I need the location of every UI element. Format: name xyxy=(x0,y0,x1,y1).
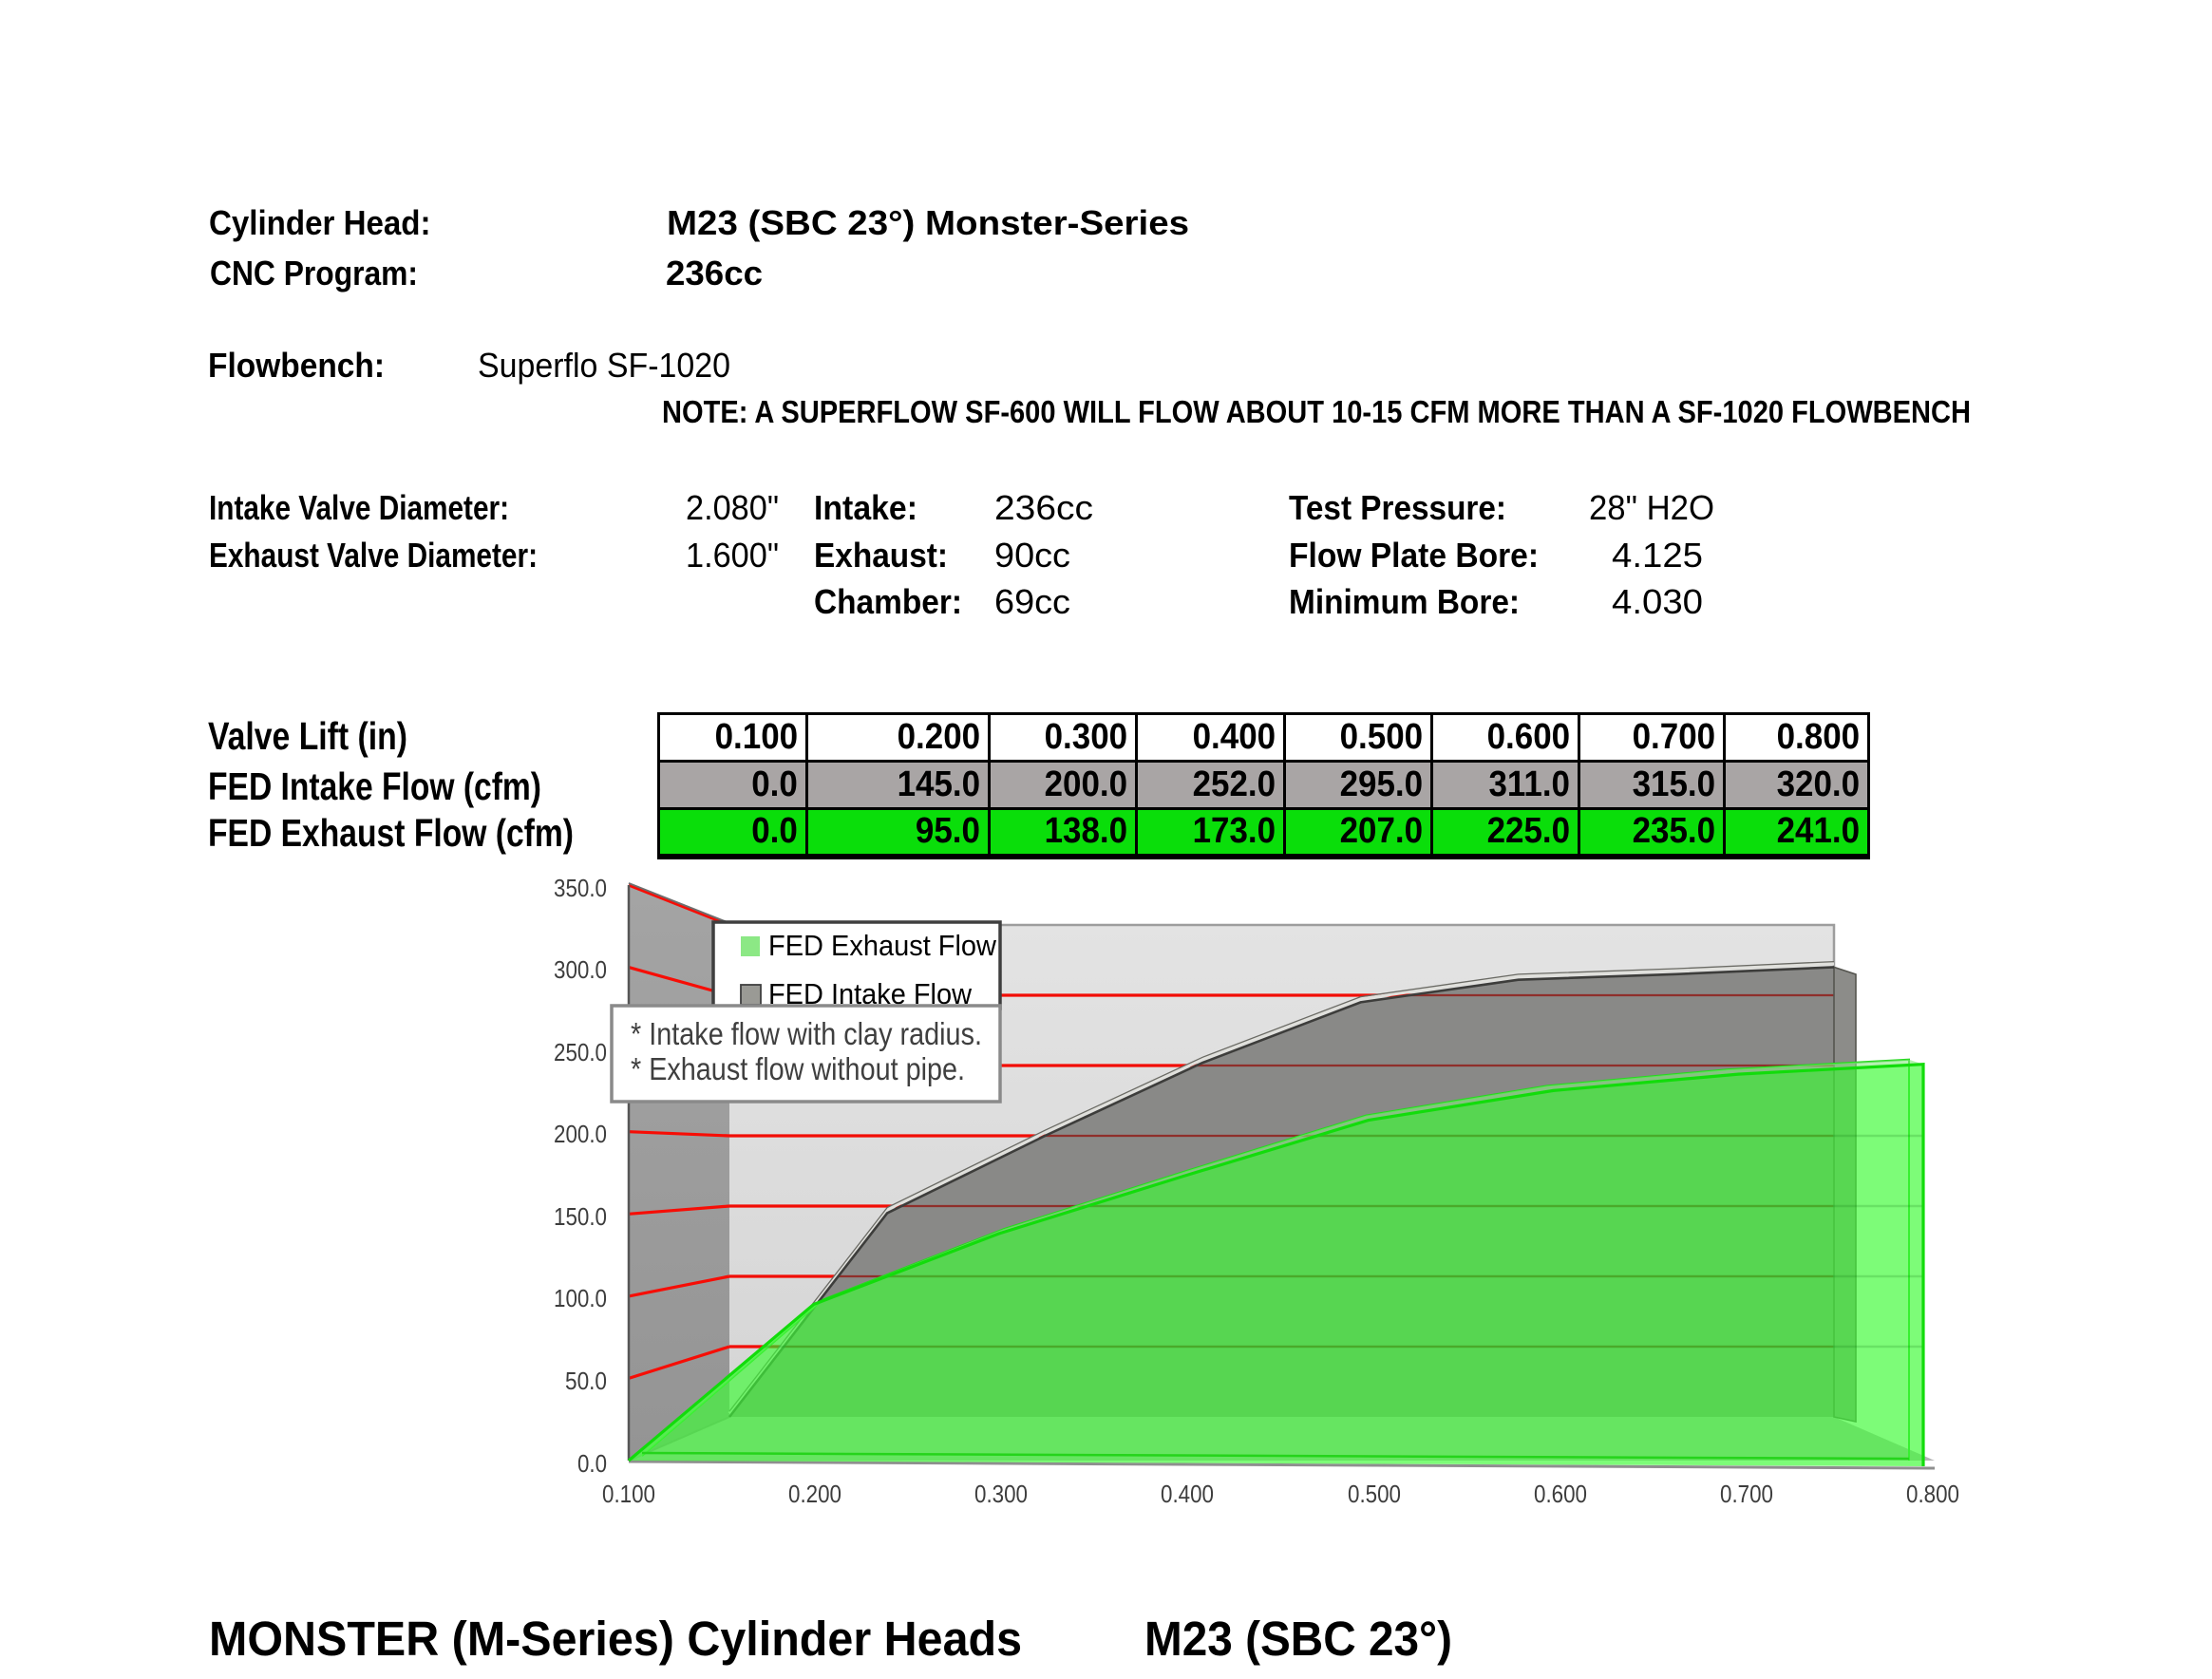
svg-text:0.200: 0.200 xyxy=(788,1480,841,1508)
svg-text:0.500: 0.500 xyxy=(1348,1480,1401,1508)
svg-text:200.0: 200.0 xyxy=(554,1120,607,1148)
svg-text:0.300: 0.300 xyxy=(974,1480,1028,1508)
svg-text:350.0: 350.0 xyxy=(554,874,607,902)
svg-text:* Intake flow with clay radius: * Intake flow with clay radius. xyxy=(631,1016,982,1051)
svg-text:* Exhaust flow without pipe.: * Exhaust flow without pipe. xyxy=(631,1051,965,1086)
svg-text:0.100: 0.100 xyxy=(602,1480,655,1508)
svg-text:150.0: 150.0 xyxy=(554,1202,607,1231)
svg-text:0.400: 0.400 xyxy=(1161,1480,1214,1508)
svg-text:0.600: 0.600 xyxy=(1534,1480,1587,1508)
svg-text:0.800: 0.800 xyxy=(1906,1480,1959,1508)
svg-text:FED Exhaust Flow: FED Exhaust Flow xyxy=(768,929,997,962)
svg-text:0.700: 0.700 xyxy=(1720,1480,1773,1508)
svg-text:300.0: 300.0 xyxy=(554,955,607,984)
svg-text:100.0: 100.0 xyxy=(554,1284,607,1312)
svg-text:0.0: 0.0 xyxy=(577,1449,607,1478)
svg-text:50.0: 50.0 xyxy=(565,1367,607,1395)
svg-text:250.0: 250.0 xyxy=(554,1038,607,1066)
